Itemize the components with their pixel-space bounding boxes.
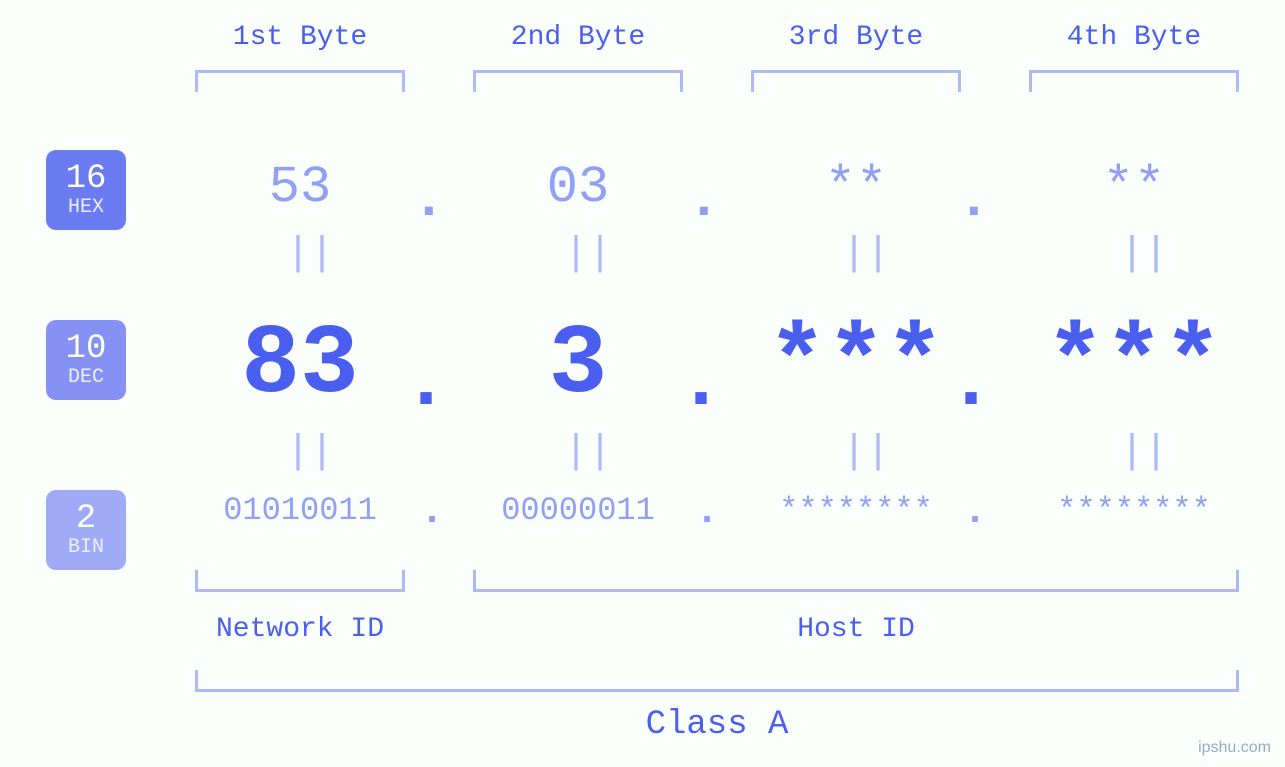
badge-hex-label: HEX xyxy=(68,198,104,218)
bin-byte-2: 00000011 xyxy=(458,492,698,529)
byte-header-2: 2nd Byte xyxy=(478,22,678,53)
hex-dot-2: . xyxy=(687,168,721,232)
class-label: Class A xyxy=(195,706,1239,744)
hex-dot-3: . xyxy=(957,168,991,232)
equals-2-3: || xyxy=(842,430,890,475)
network-id-bracket xyxy=(195,570,405,592)
hex-byte-4: ** xyxy=(1034,158,1234,217)
badge-bin-num: 2 xyxy=(76,502,96,536)
equals-1-2: || xyxy=(564,232,612,277)
watermark: ipshu.com xyxy=(1198,739,1271,757)
dec-byte-3: *** xyxy=(736,310,976,421)
bin-dot-2: . xyxy=(695,490,719,535)
bin-byte-1: 01010011 xyxy=(180,492,420,529)
badge-dec: 10 DEC xyxy=(46,320,126,400)
hex-byte-1: 53 xyxy=(200,158,400,217)
dec-dot-2: . xyxy=(677,338,725,429)
badge-hex: 16 HEX xyxy=(46,150,126,230)
hex-byte-2: 03 xyxy=(478,158,678,217)
byte-header-4: 4th Byte xyxy=(1034,22,1234,53)
equals-2-2: || xyxy=(564,430,612,475)
badge-dec-label: DEC xyxy=(68,368,104,388)
hex-dot-1: . xyxy=(412,168,446,232)
top-bracket-4 xyxy=(1029,70,1239,92)
badge-hex-num: 16 xyxy=(66,162,107,196)
bin-dot-1: . xyxy=(420,490,444,535)
bin-byte-4: ******** xyxy=(1014,492,1254,529)
class-bracket xyxy=(195,670,1239,692)
byte-header-3: 3rd Byte xyxy=(756,22,956,53)
host-id-label: Host ID xyxy=(473,614,1239,645)
hex-byte-3: ** xyxy=(756,158,956,217)
equals-1-1: || xyxy=(286,232,334,277)
bin-dot-3: . xyxy=(963,490,987,535)
top-bracket-1 xyxy=(195,70,405,92)
top-bracket-3 xyxy=(751,70,961,92)
badge-bin: 2 BIN xyxy=(46,490,126,570)
equals-2-4: || xyxy=(1120,430,1168,475)
dec-byte-1: 83 xyxy=(180,310,420,421)
host-id-bracket xyxy=(473,570,1239,592)
equals-1-3: || xyxy=(842,232,890,277)
network-id-label: Network ID xyxy=(195,614,405,645)
badge-dec-num: 10 xyxy=(66,332,107,366)
bin-byte-3: ******** xyxy=(736,492,976,529)
badge-bin-label: BIN xyxy=(68,538,104,558)
dec-byte-4: *** xyxy=(1014,310,1254,421)
equals-2-1: || xyxy=(286,430,334,475)
top-bracket-2 xyxy=(473,70,683,92)
equals-1-4: || xyxy=(1120,232,1168,277)
dec-byte-2: 3 xyxy=(458,310,698,421)
dec-dot-1: . xyxy=(402,338,450,429)
dec-dot-3: . xyxy=(947,338,995,429)
byte-header-1: 1st Byte xyxy=(200,22,400,53)
